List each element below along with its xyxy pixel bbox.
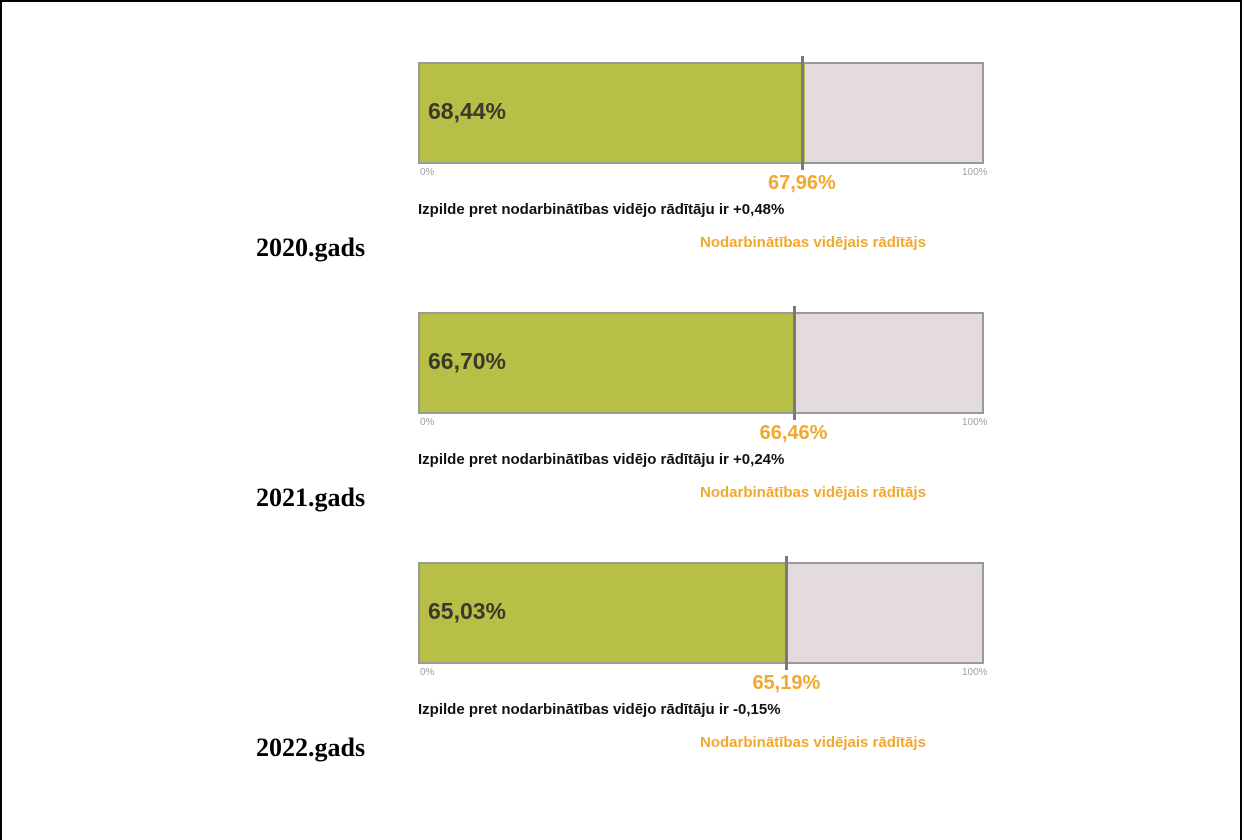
axis-min-label: 0%: [420, 417, 435, 428]
actual-value-label: 65,03%: [428, 598, 507, 624]
axis-max-label: 100%: [962, 167, 988, 178]
target-value-label: 65,19%: [752, 672, 821, 694]
actual-value-label: 68,44%: [428, 98, 507, 124]
axis-max-label: 100%: [962, 667, 988, 678]
performance-statement: Izpilde pret nodarbinātības vidējo rādīt…: [418, 201, 785, 218]
target-value-label: 67,96%: [768, 172, 836, 194]
actual-bar-fill: [420, 314, 795, 412]
axis-min-label: 0%: [420, 167, 435, 178]
legend-target-label: Nodarbinātības vidējais rādītājs: [700, 234, 926, 251]
bullet-bar: 65,03%: [418, 556, 984, 670]
bullet-bar: 68,44%: [418, 56, 984, 170]
year-label: 2020.gads: [256, 233, 366, 262]
actual-value-label: 66,70%: [428, 348, 507, 374]
target-marker: [792, 306, 796, 420]
axis-max-label: 100%: [962, 417, 988, 428]
bullet-bar: 66,70%: [418, 306, 984, 420]
actual-bar-fill: [420, 64, 805, 162]
legend-target-label: Nodarbinātības vidējais rādītājs: [700, 484, 926, 501]
target-marker: [800, 56, 804, 170]
target-marker: [785, 556, 789, 670]
actual-bar-fill: [420, 564, 786, 662]
performance-statement: Izpilde pret nodarbinātības vidējo rādīt…: [418, 451, 785, 468]
legend-target-label: Nodarbinātības vidējais rādītājs: [700, 734, 926, 751]
year-label: 2022.gads: [256, 733, 366, 762]
performance-statement: Izpilde pret nodarbinātības vidējo rādīt…: [418, 701, 781, 718]
year-label: 2021.gads: [256, 483, 366, 512]
axis-min-label: 0%: [420, 667, 435, 678]
target-value-label: 66,46%: [759, 422, 828, 444]
